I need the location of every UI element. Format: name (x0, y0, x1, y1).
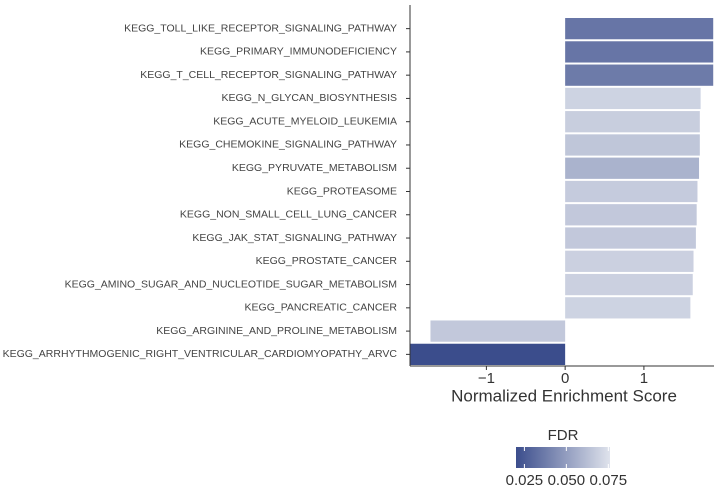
bar (565, 157, 700, 179)
y-tick-label: KEGG_T_CELL_RECEPTOR_SIGNALING_PATHWAY (140, 69, 397, 81)
y-tick-label: KEGG_JAK_STAT_SIGNALING_PATHWAY (192, 232, 397, 244)
x-tick-label: 1 (640, 370, 648, 387)
bar (565, 87, 701, 110)
colorbar-tick-label: 0.050 (548, 472, 586, 489)
bar (410, 343, 566, 365)
y-tick-label: KEGG_PROSTATE_CANCER (256, 255, 398, 267)
y-tick-label: KEGG_ACUTE_MYELOID_LEUKEMIA (213, 115, 397, 127)
y-tick-label: KEGG_NON_SMALL_CELL_LUNG_CANCER (180, 209, 397, 221)
legend-title: FDR (548, 427, 579, 444)
bar (565, 18, 714, 40)
x-tick-label: 0 (561, 370, 569, 387)
bar (565, 134, 700, 156)
bar (565, 297, 691, 319)
y-tick-label: KEGG_CHEMOKINE_SIGNALING_PATHWAY (179, 139, 397, 151)
colorbar-tick-label: 0.075 (590, 472, 628, 489)
y-tick-label: KEGG_PROTEASOME (287, 185, 397, 197)
x-axis-label: Normalized Enrichment Score (451, 386, 677, 405)
bar (565, 180, 698, 203)
bar (565, 273, 693, 296)
bar (430, 320, 566, 342)
y-tick-label: KEGG_PRIMARY_IMMUNODEFICIENCY (200, 46, 397, 58)
bar (565, 204, 697, 226)
colorbar (516, 447, 610, 468)
bar (565, 250, 694, 272)
y-tick-label: KEGG_PANCREATIC_CANCER (245, 302, 398, 314)
y-tick-label: KEGG_ARRHYTHMOGENIC_RIGHT_VENTRICULAR_CA… (3, 348, 398, 360)
x-tick-label: −1 (478, 370, 495, 387)
bar (565, 111, 700, 133)
y-tick-label: KEGG_AMINO_SUGAR_AND_NUCLEOTIDE_SUGAR_ME… (65, 278, 397, 290)
bar (565, 227, 696, 249)
colorbar-tick-label: 0.025 (506, 472, 544, 489)
bar (565, 64, 714, 86)
y-tick-label: KEGG_ARGININE_AND_PROLINE_METABOLISM (156, 325, 397, 337)
y-tick-label: KEGG_N_GLYCAN_BIOSYNTHESIS (222, 92, 397, 104)
bar (565, 41, 714, 63)
y-tick-label: KEGG_PYRUVATE_METABOLISM (232, 162, 397, 174)
y-tick-label: KEGG_TOLL_LIKE_RECEPTOR_SIGNALING_PATHWA… (124, 22, 397, 34)
